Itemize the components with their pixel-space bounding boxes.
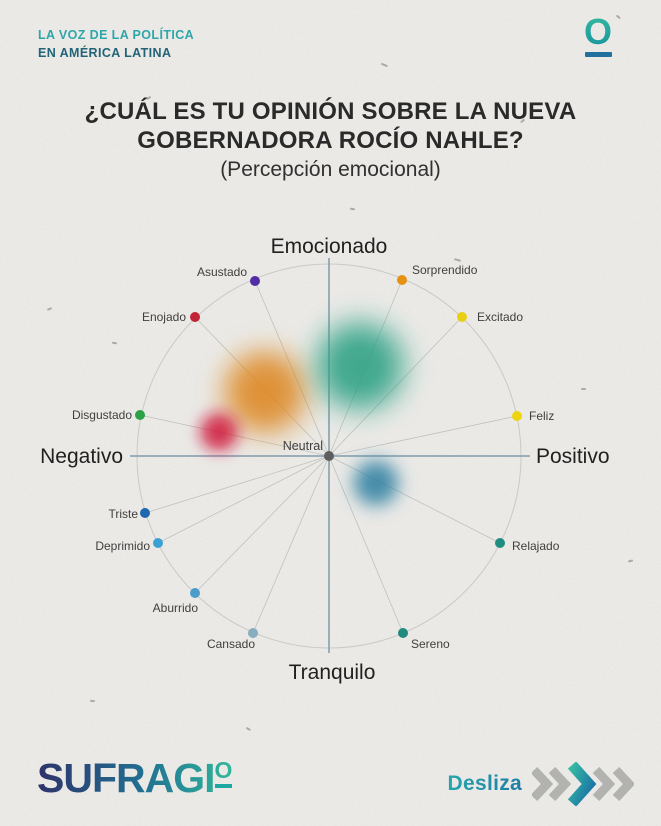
emotion-label-aburrido: Aburrido [153, 601, 199, 615]
axis-label-tranquilo: Tranquilo [289, 661, 376, 684]
response-cluster-3 [193, 406, 245, 458]
swipe-cta[interactable]: Desliza [448, 762, 634, 806]
emotion-dot-disgustado [135, 410, 145, 420]
emotion-label-feliz: Feliz [529, 409, 554, 423]
emotion-dot-aburrido [190, 588, 200, 598]
emotion-dot-feliz [512, 411, 522, 421]
emotion-label-cansado: Cansado [207, 637, 255, 651]
emotion-dot-excitado [457, 312, 467, 322]
emotion-dot-sorprendido [397, 275, 407, 285]
chevrons-right-icon [532, 762, 634, 806]
axis-label-emocionado: Emocionado [271, 235, 388, 258]
emotion-label-sorprendido: Sorprendido [412, 263, 478, 277]
response-cluster-2 [300, 306, 420, 426]
emotion-dot-triste [140, 508, 150, 518]
emotion-label-deprimido: Deprimido [95, 539, 150, 553]
sufragio-logo-text: SUFRAGI [37, 755, 215, 801]
neutral-label: Neutral [283, 439, 323, 453]
emotion-dot-deprimido [153, 538, 163, 548]
emotion-dot-relajado [495, 538, 505, 548]
swipe-cta-label: Desliza [447, 772, 522, 795]
axis-label-positivo: Positivo [536, 445, 610, 468]
sufragio-logo-o: O [214, 759, 233, 788]
response-cluster-4 [345, 452, 407, 514]
emotion-dot-sereno [398, 628, 408, 638]
neutral-dot [324, 451, 334, 461]
emotion-dot-enojado [190, 312, 200, 322]
emotion-label-enojado: Enojado [142, 310, 186, 324]
emotion-label-excitado: Excitado [477, 310, 523, 324]
emotion-label-disgustado: Disgustado [72, 408, 132, 422]
emotion-label-relajado: Relajado [512, 539, 560, 553]
emotion-dot-asustado [250, 276, 260, 286]
spoke-deprimido [157, 455, 330, 544]
sufragio-logo: SUFRAGI O [37, 755, 233, 801]
axis-label-negativo: Negativo [40, 445, 123, 468]
spoke-cansado [252, 455, 330, 634]
emotion-label-triste: Triste [108, 507, 138, 521]
emotion-label-sereno: Sereno [411, 637, 450, 651]
emotion-label-asustado: Asustado [197, 265, 247, 279]
